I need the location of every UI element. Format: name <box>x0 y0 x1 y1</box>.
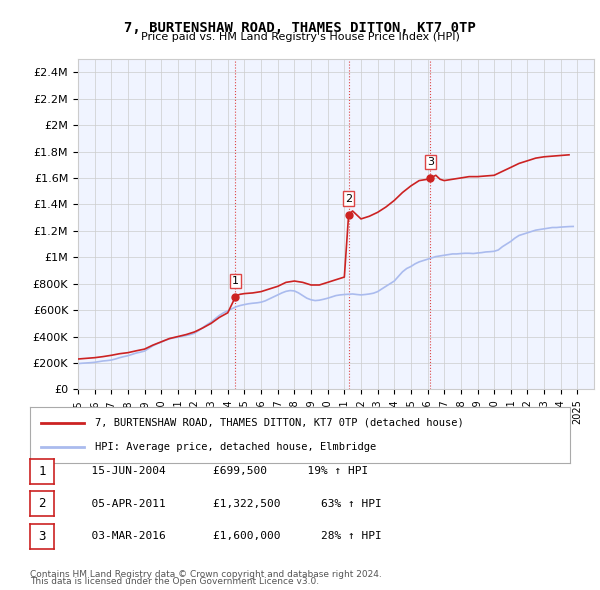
Text: 3: 3 <box>38 530 46 543</box>
Text: Contains HM Land Registry data © Crown copyright and database right 2024.: Contains HM Land Registry data © Crown c… <box>30 571 382 579</box>
Text: This data is licensed under the Open Government Licence v3.0.: This data is licensed under the Open Gov… <box>30 578 319 586</box>
Text: 7, BURTENSHAW ROAD, THAMES DITTON, KT7 0TP: 7, BURTENSHAW ROAD, THAMES DITTON, KT7 0… <box>124 21 476 35</box>
Text: 2: 2 <box>345 194 352 204</box>
Text: 2: 2 <box>38 497 46 510</box>
Text: 1: 1 <box>232 276 239 286</box>
Text: 03-MAR-2016       £1,600,000      28% ↑ HPI: 03-MAR-2016 £1,600,000 28% ↑ HPI <box>78 532 382 541</box>
Text: 05-APR-2011       £1,322,500      63% ↑ HPI: 05-APR-2011 £1,322,500 63% ↑ HPI <box>78 499 382 509</box>
Text: 7, BURTENSHAW ROAD, THAMES DITTON, KT7 0TP (detached house): 7, BURTENSHAW ROAD, THAMES DITTON, KT7 0… <box>95 418 464 428</box>
Text: Price paid vs. HM Land Registry's House Price Index (HPI): Price paid vs. HM Land Registry's House … <box>140 32 460 42</box>
Text: 15-JUN-2004       £699,500      19% ↑ HPI: 15-JUN-2004 £699,500 19% ↑ HPI <box>78 467 368 476</box>
Text: HPI: Average price, detached house, Elmbridge: HPI: Average price, detached house, Elmb… <box>95 442 376 453</box>
Text: 1: 1 <box>38 465 46 478</box>
Text: 3: 3 <box>427 157 434 167</box>
